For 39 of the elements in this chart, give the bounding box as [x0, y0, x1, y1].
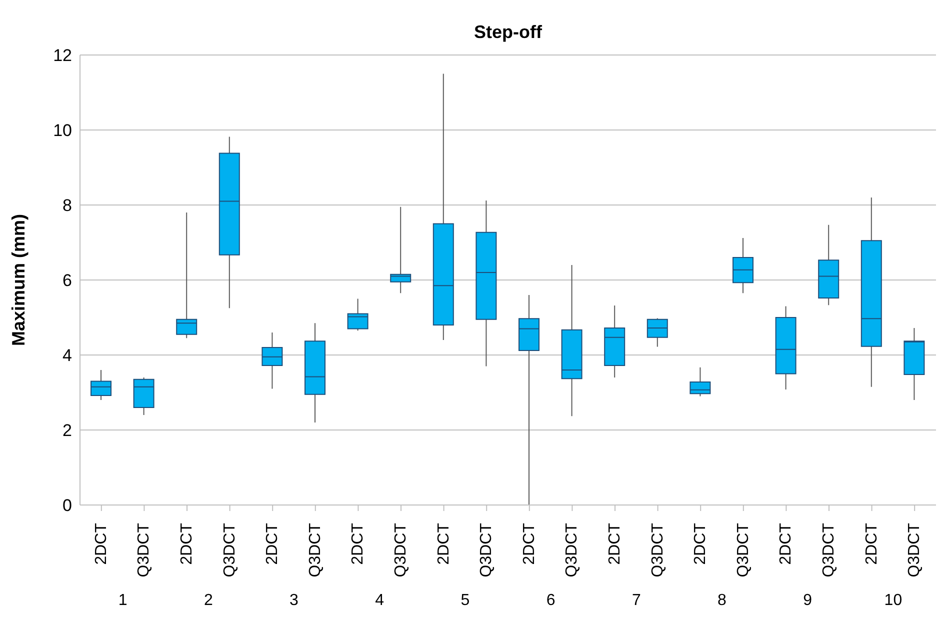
x-tick-label: 2DCT [692, 522, 710, 565]
text: 1 [118, 592, 128, 609]
x-tick-label: Q3DCT [564, 522, 581, 578]
x-tick-label: Q3DCT [136, 522, 153, 578]
x-tick-label: Q3DCT [649, 522, 666, 578]
x-tick-label: 2DCT [92, 522, 110, 565]
x-tick-label: 2DCT [350, 522, 367, 565]
text: 6 [546, 592, 556, 609]
x-tick-label: 2DCT [778, 522, 795, 565]
x-tick-label: Q3DCT [734, 522, 752, 578]
text: 3 [290, 592, 299, 609]
y-tick-label: 10 [53, 121, 72, 140]
y-tick-label: 4 [62, 346, 72, 366]
y-tick-label: 0 [62, 496, 72, 516]
text: 10 [884, 592, 902, 609]
text: 7 [632, 592, 641, 609]
x-tick-label: Q3DCT [906, 522, 924, 578]
y-tick-label: 6 [62, 271, 72, 290]
x-tick-label: 2DCT [435, 522, 452, 565]
x-tick-label: Q3DCT [820, 522, 838, 578]
x-tick-label: 2DCT [264, 522, 282, 565]
x-tick-label: Q3DCT [306, 522, 324, 578]
x-tick-label: Q3DCT [392, 522, 410, 578]
text: 5 [460, 592, 470, 609]
x-tick-label: 2DCT [606, 522, 624, 565]
text: 4 [375, 592, 384, 609]
y-tick-label: 8 [62, 196, 72, 216]
text: 8 [718, 592, 727, 609]
y-tick-label: 2 [62, 421, 72, 440]
text: 9 [803, 592, 812, 609]
x-tick-label: 2DCT [863, 522, 880, 565]
y-axis-title: Maximum (mm) [8, 214, 28, 346]
text: 2 [204, 592, 213, 609]
y-tick-label: 12 [53, 46, 72, 66]
chart-title: Step-off [473, 22, 543, 43]
x-tick-label: Q3DCT [478, 522, 496, 578]
x-tick-label: 2DCT [178, 522, 196, 565]
x-tick-label: Q3DCT [221, 522, 238, 578]
x-tick-label: 2DCT [520, 522, 538, 565]
